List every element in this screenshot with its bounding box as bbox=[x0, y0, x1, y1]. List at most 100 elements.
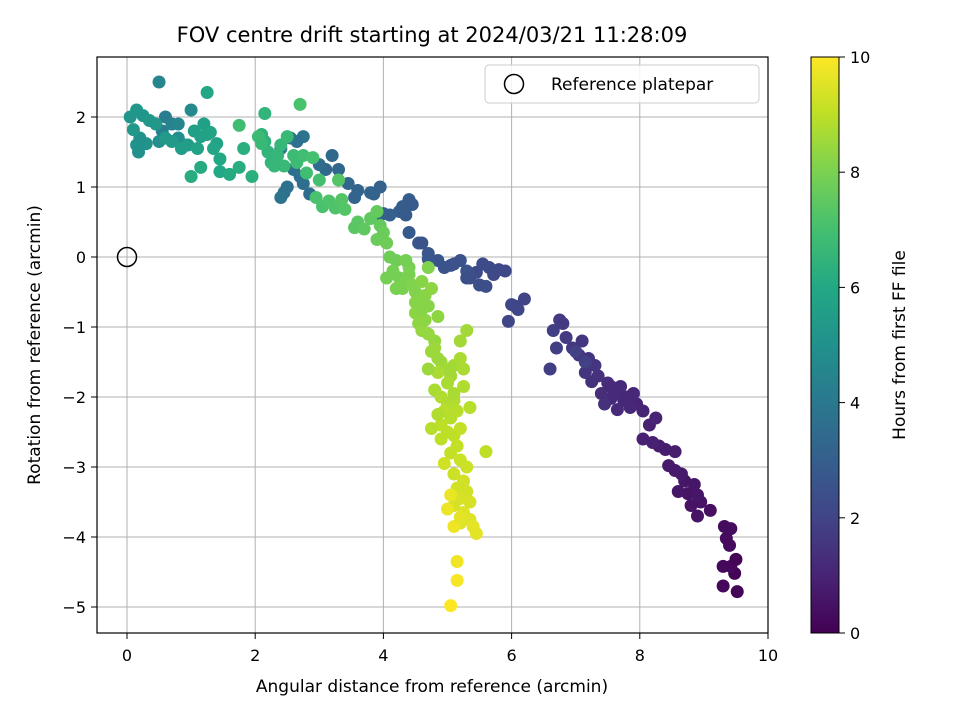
scatter-point bbox=[191, 142, 205, 155]
scatter-point bbox=[690, 509, 704, 523]
colorbar-ticks: 0 2 4 6 8 10 bbox=[839, 48, 870, 643]
scatter-point bbox=[559, 331, 573, 344]
scatter-point bbox=[415, 303, 429, 316]
scatter-point bbox=[453, 334, 467, 348]
scatter-point bbox=[463, 495, 477, 509]
scatter-point bbox=[578, 366, 592, 379]
scatter-point bbox=[620, 390, 634, 404]
x-axis-label: Angular distance from reference (arcmin) bbox=[256, 677, 608, 697]
scatter-point bbox=[434, 432, 448, 446]
scatter-point bbox=[132, 145, 146, 159]
scatter-point bbox=[457, 380, 471, 393]
scatter-point bbox=[441, 376, 454, 390]
scatter-point bbox=[258, 107, 272, 120]
scatter-point bbox=[184, 170, 198, 183]
scatter-point bbox=[543, 362, 557, 376]
reference-platepar-marker bbox=[116, 246, 138, 268]
legend-box bbox=[484, 64, 760, 104]
scatter-point bbox=[444, 446, 458, 460]
scatter-point bbox=[569, 345, 583, 358]
scatter-point bbox=[437, 457, 451, 470]
scatter-point bbox=[348, 191, 362, 204]
scatter-point bbox=[171, 117, 185, 131]
colorbar-tick-label: 10 bbox=[850, 48, 870, 67]
scatter-point bbox=[649, 411, 663, 425]
scatter-point bbox=[450, 555, 464, 568]
y-tick-label: 0 bbox=[76, 248, 86, 267]
x-tick-label: 0 bbox=[122, 646, 132, 665]
scatter-point bbox=[444, 599, 458, 613]
y-tick-label: −5 bbox=[62, 598, 86, 617]
scatter-point bbox=[428, 341, 442, 355]
scatter-point bbox=[501, 314, 515, 328]
scatter-point bbox=[389, 254, 403, 267]
scatter-point bbox=[309, 191, 323, 204]
scatter-point bbox=[277, 159, 291, 173]
scatter-point bbox=[453, 422, 467, 435]
scatter-point bbox=[174, 142, 188, 155]
scatter-point bbox=[380, 236, 394, 250]
scatter-point bbox=[415, 236, 429, 250]
scatter-point bbox=[450, 573, 464, 587]
scatter-point bbox=[690, 488, 704, 502]
scatter-point bbox=[389, 282, 403, 295]
scatter-point bbox=[332, 173, 346, 187]
scatter-point bbox=[348, 221, 362, 235]
legend-entry-reference-platepar: Reference platepar bbox=[551, 75, 713, 95]
x-tick-label: 2 bbox=[250, 646, 260, 665]
scatter-point bbox=[668, 445, 682, 459]
scatter-point bbox=[431, 254, 445, 267]
y-tick-label: 2 bbox=[76, 108, 86, 127]
y-tick-label: −2 bbox=[62, 388, 86, 407]
scatter-point bbox=[517, 292, 531, 306]
legend-marker bbox=[503, 73, 525, 95]
x-tick-label: 6 bbox=[507, 646, 517, 665]
scatter-point bbox=[431, 310, 445, 323]
x-tick-label: 8 bbox=[635, 646, 645, 665]
scatter-point bbox=[447, 387, 461, 400]
plot-frame bbox=[96, 56, 769, 634]
scatter-point bbox=[421, 261, 435, 274]
scatter-point bbox=[165, 135, 179, 148]
scatter-point bbox=[610, 403, 624, 417]
colorbar-label: Hours from first FF file bbox=[890, 250, 910, 440]
data-points bbox=[123, 75, 744, 613]
scatter-point bbox=[123, 110, 137, 124]
scatter-point bbox=[460, 271, 474, 285]
y-tick-label: −3 bbox=[62, 458, 86, 477]
scatter-point bbox=[585, 375, 599, 389]
scatter-point bbox=[306, 151, 320, 165]
scatter-point bbox=[267, 159, 281, 173]
scatter-point bbox=[549, 341, 563, 355]
scatter-point bbox=[399, 254, 413, 267]
colorbar-tick-label: 0 bbox=[850, 624, 860, 643]
scatter-point bbox=[299, 166, 313, 180]
scatter-point bbox=[463, 401, 477, 414]
scatter-point bbox=[237, 142, 251, 155]
scatter-point bbox=[431, 408, 445, 421]
scatter-point bbox=[370, 205, 384, 218]
scatter-point bbox=[636, 432, 650, 446]
scatter-point bbox=[716, 579, 730, 593]
scatter-point bbox=[338, 202, 352, 216]
legend: Reference platepar bbox=[484, 64, 760, 104]
scatter-point bbox=[223, 167, 237, 181]
scatter-point bbox=[424, 422, 438, 435]
scatter-point bbox=[280, 130, 294, 144]
scatter-point bbox=[200, 86, 214, 99]
scatter-point bbox=[598, 397, 612, 411]
scatter-point bbox=[457, 362, 471, 376]
y-tick-label: −1 bbox=[62, 318, 86, 337]
scatter-point bbox=[271, 149, 285, 162]
scatter-point bbox=[421, 362, 435, 376]
scatter-point bbox=[717, 520, 731, 533]
y-tick-label: 1 bbox=[76, 178, 86, 197]
colorbar-tick-label: 8 bbox=[850, 163, 860, 182]
scatter-point bbox=[245, 170, 259, 183]
scatter-point bbox=[479, 445, 493, 459]
scatter-point bbox=[357, 222, 371, 236]
colorbar: 0 2 4 6 8 10 Hours from first FF file bbox=[810, 48, 910, 643]
scatter-point bbox=[126, 123, 140, 137]
scatter-point bbox=[671, 485, 685, 498]
colorbar-tick-label: 2 bbox=[850, 509, 860, 528]
